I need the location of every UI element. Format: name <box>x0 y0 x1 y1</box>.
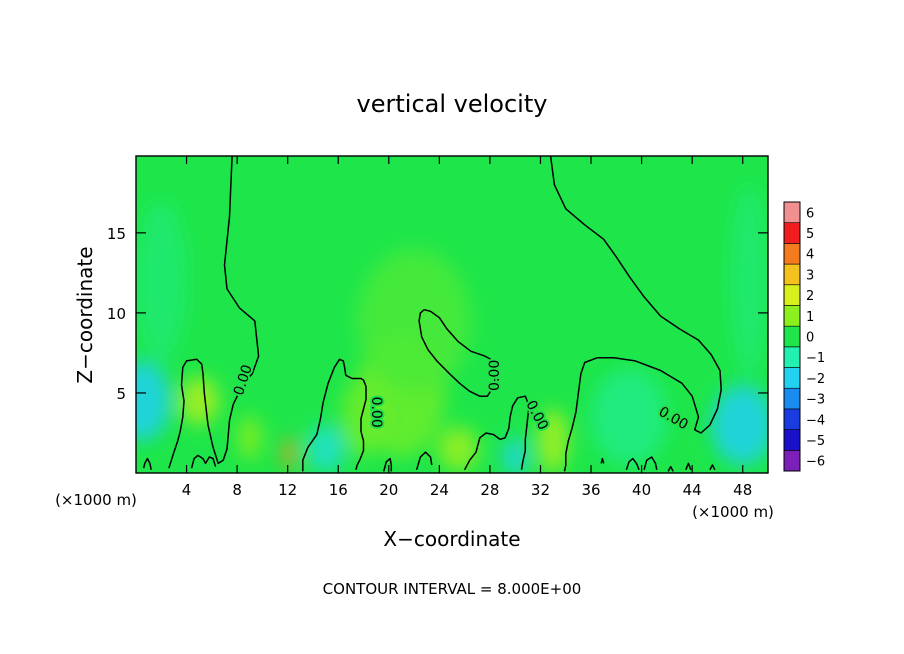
y-tick-label-1: 10 <box>107 305 126 323</box>
colorbar-frame <box>783 201 801 472</box>
colorbar-label-11: 5 <box>806 227 814 242</box>
x-tick-label-11: 48 <box>733 481 752 499</box>
zero-contour-line-13 <box>685 462 692 471</box>
velocity-anomaly-14 <box>136 200 187 361</box>
zero-contour-line-0 <box>168 156 260 469</box>
x-unit-label-left: (×1000 m) <box>55 491 137 509</box>
colorbar-cell-10 <box>783 243 801 265</box>
x-tick-label-7: 32 <box>531 481 550 499</box>
x-axis-label: X−coordinate <box>383 527 520 551</box>
colorbar-label-7: 1 <box>806 310 814 325</box>
x-tick-label-9: 40 <box>632 481 651 499</box>
x-tick-label-10: 44 <box>683 481 702 499</box>
colorbar-label-10: 4 <box>806 248 814 263</box>
colorbar-label-12: 6 <box>806 206 814 221</box>
velocity-anomaly-1 <box>178 376 220 425</box>
colorbar-label-5: −1 <box>806 351 825 366</box>
x-unit-label-right: (×1000 m) <box>692 503 774 521</box>
x-tick-label-6: 28 <box>480 481 499 499</box>
colorbar-cell-4 <box>783 367 801 389</box>
zero-contour-line-9 <box>600 457 605 464</box>
colorbar-cell-8 <box>783 284 801 306</box>
velocity-anomaly-12 <box>711 384 768 465</box>
y-tick-label-0: 5 <box>116 385 126 403</box>
zero-contours <box>142 156 722 472</box>
velocity-anomaly-8 <box>438 426 479 472</box>
zero-contour-line-3 <box>302 358 367 472</box>
zero-contour-line-1 <box>142 457 152 470</box>
zero-contour-line-4 <box>382 457 393 472</box>
velocity-anomaly-0 <box>136 360 171 441</box>
x-tick-label-1: 8 <box>232 481 242 499</box>
colorbar-cell-3 <box>783 387 801 410</box>
colorbar-label-6: 0 <box>806 331 814 346</box>
zero-contour-line-5 <box>415 451 433 471</box>
colorbar-cell-11 <box>783 222 801 244</box>
colorbar-label-9: 3 <box>806 268 814 283</box>
zero-contour-line-8 <box>549 156 722 472</box>
velocity-anomaly-2 <box>237 415 263 461</box>
contour-interval-note: CONTOUR INTERVAL = 8.000E+00 <box>323 580 582 598</box>
zero-contour-line-6 <box>418 308 497 397</box>
colorbar-cell-12 <box>783 201 801 223</box>
colorbar-cell-9 <box>783 263 801 286</box>
colorbar-cell-5 <box>783 346 801 368</box>
colorbar-label-1: −5 <box>806 434 825 449</box>
contour-label-2: 0.00 <box>487 360 503 391</box>
colorbar-cell-7 <box>783 305 801 327</box>
colorbar: −6 −5 −4 −3 −2 −1 0 1 2 3 4 5 6 <box>783 201 825 472</box>
velocity-anomaly-9 <box>502 437 528 473</box>
y-tick-label-2: 15 <box>107 225 126 243</box>
colorbar-label-4: −2 <box>806 372 825 387</box>
velocity-anomaly-13 <box>730 184 768 377</box>
chart-title: vertical velocity <box>357 90 548 118</box>
plot-frame <box>135 155 769 474</box>
velocity-anomaly-10 <box>537 408 569 473</box>
zero-contour-line-7 <box>463 395 530 471</box>
colorbar-cell-6 <box>783 325 801 348</box>
y-axis: 5 10 15 <box>107 225 768 403</box>
colorbar-label-0: −6 <box>806 455 825 470</box>
velocity-anomaly-3 <box>282 437 296 470</box>
zero-contour-line-11 <box>643 456 658 470</box>
plot-area: 0.000.000.000.00 0.00 <box>136 156 768 473</box>
x-tick-label-0: 4 <box>182 481 192 499</box>
colorbar-cell-0 <box>783 450 801 472</box>
velocity-field <box>136 184 768 473</box>
colorbar-label-2: −4 <box>806 413 825 428</box>
velocity-anomaly-7 <box>357 248 471 393</box>
x-tick-label-5: 24 <box>430 481 449 499</box>
colorbar-cell-2 <box>783 408 801 430</box>
y-axis-label: Z−coordinate <box>73 246 97 383</box>
colorbar-label-3: −3 <box>806 393 825 408</box>
x-tick-label-3: 16 <box>329 481 348 499</box>
contour-label-1: 0.00 <box>368 397 384 428</box>
velocity-anomaly-11 <box>591 368 667 465</box>
x-tick-label-8: 36 <box>581 481 600 499</box>
zero-contour-line-10 <box>625 457 640 471</box>
zero-contour-line-12 <box>667 465 674 472</box>
x-axis: 4 8 12 16 20 24 28 32 36 40 44 48 <box>182 156 752 499</box>
colorbar-cell-1 <box>783 429 801 451</box>
zero-contour-line-14 <box>709 464 716 471</box>
velocity-anomaly-4 <box>306 424 345 473</box>
zero-contour-line-2 <box>190 454 217 469</box>
colorbar-label-8: 2 <box>806 289 814 304</box>
x-tick-label-2: 12 <box>278 481 297 499</box>
x-tick-label-4: 20 <box>379 481 398 499</box>
